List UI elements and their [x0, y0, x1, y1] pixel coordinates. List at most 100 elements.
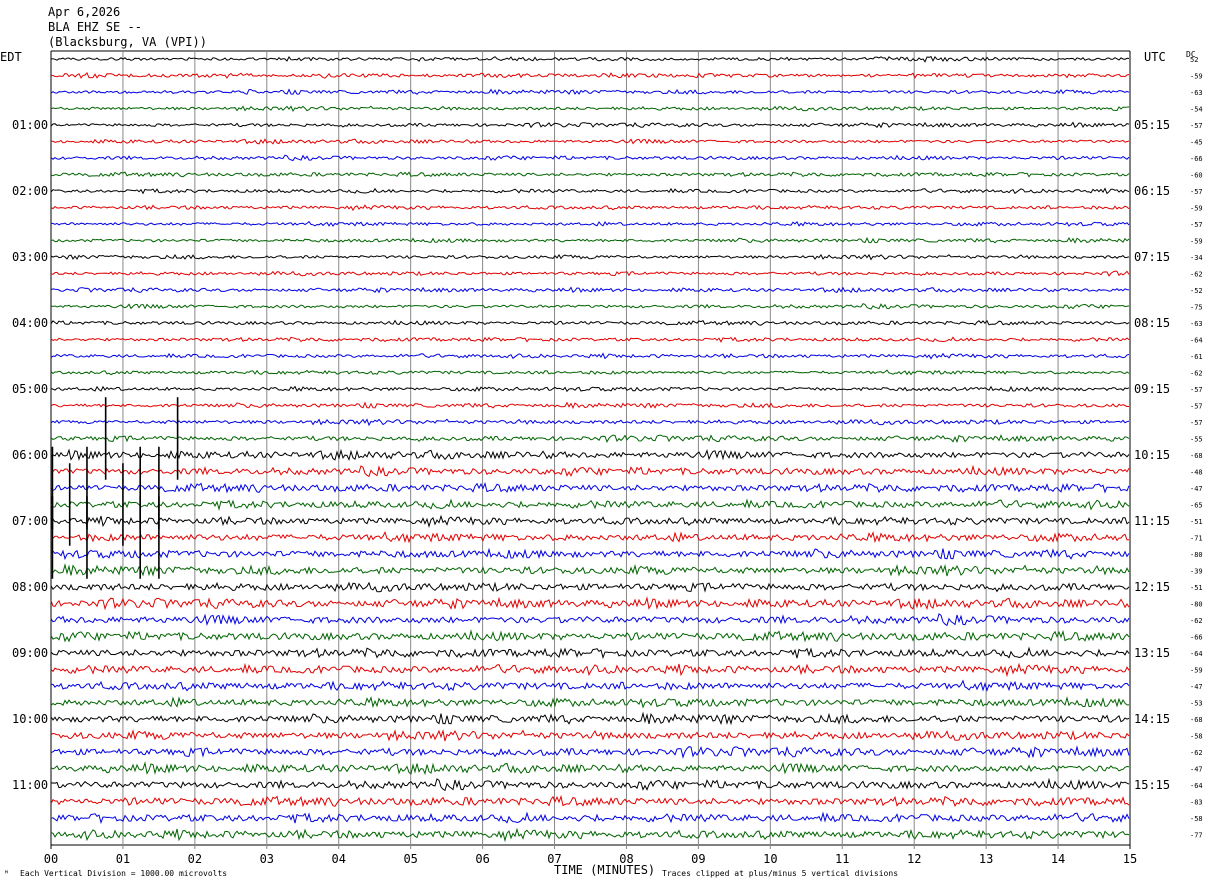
trace-line	[50, 401, 1129, 410]
x-tick-label: 13	[979, 852, 993, 866]
trace-line	[50, 777, 1130, 792]
dc-offset-label: -68	[1190, 452, 1203, 460]
trace-line	[50, 629, 1130, 643]
trace-line	[50, 253, 1130, 261]
dc-offset-label: -59	[1190, 667, 1203, 675]
dc-offset-label: -62	[1190, 749, 1203, 757]
trace-line	[50, 711, 1130, 726]
microphone-icon: ᴹ	[4, 869, 9, 878]
x-tick-label: 11	[835, 852, 849, 866]
dc-offset-label: -34	[1190, 254, 1203, 262]
trace-line	[50, 369, 1130, 376]
utc-hour-label: 06:15	[1134, 184, 1170, 198]
trace-line	[50, 303, 1130, 310]
x-tick-label: 14	[1051, 852, 1065, 866]
dc-offset-label: -54	[1190, 106, 1203, 114]
dc-offset-label: -63	[1190, 320, 1203, 328]
dc-offset-label: -51	[1190, 518, 1203, 526]
x-tick-label: 07	[547, 852, 561, 866]
dc-offset-label: -60	[1190, 172, 1203, 180]
trace-line	[50, 662, 1130, 678]
trace-line	[50, 745, 1130, 759]
trace-line	[50, 204, 1130, 212]
x-tick-label: 09	[691, 852, 705, 866]
dc-offset-label: -64	[1190, 782, 1203, 790]
utc-hour-label: 15:15	[1134, 778, 1170, 792]
trace-line	[50, 171, 1130, 178]
trace-line	[50, 286, 1130, 294]
dc-offset-label: 52	[1190, 56, 1198, 64]
trace-line	[50, 55, 1130, 63]
trace-line	[50, 696, 1129, 709]
dc-offset-label: -61	[1190, 353, 1203, 361]
seismic-traces	[50, 55, 1130, 843]
utc-hour-label: 13:15	[1134, 646, 1170, 660]
trace-line	[50, 319, 1130, 326]
trace-line	[50, 352, 1130, 360]
x-tick-label: 08	[619, 852, 633, 866]
trace-line	[50, 88, 1130, 96]
dc-offset-label: -59	[1190, 238, 1203, 246]
dc-offset-label: -47	[1190, 766, 1203, 774]
utc-hour-label: 10:15	[1134, 448, 1170, 462]
trace-line	[50, 336, 1130, 343]
dc-offset-label: -62	[1190, 617, 1203, 625]
dc-offset-label: -52	[1190, 287, 1203, 295]
dc-offset-label: -57	[1190, 419, 1203, 427]
utc-hour-label: 11:15	[1134, 514, 1170, 528]
footer-clip-note: Traces clipped at plus/minus 5 vertical …	[662, 869, 898, 878]
dc-offset-label: -48	[1190, 469, 1203, 477]
trace-line	[50, 105, 1130, 113]
dc-offset-label: -39	[1190, 568, 1203, 576]
edt-hour-label: 03:00	[12, 250, 48, 264]
trace-line	[50, 385, 1130, 393]
dc-offset-label: -77	[1190, 832, 1203, 840]
trace-line	[50, 482, 1130, 494]
trace-line	[50, 138, 1130, 145]
trace-line	[50, 72, 1130, 79]
x-tick-label: 02	[188, 852, 202, 866]
x-tick-label: 04	[332, 852, 346, 866]
trace-line	[50, 270, 1130, 277]
trace-line	[50, 418, 1130, 427]
trace-line	[50, 811, 1130, 825]
dc-offset-label: -65	[1190, 502, 1203, 510]
dc-offset-label: -63	[1190, 89, 1203, 97]
trace-line	[50, 547, 1130, 561]
dc-offset-label: -62	[1190, 370, 1203, 378]
edt-hour-label: 01:00	[12, 118, 48, 132]
dc-offset-label: -83	[1190, 799, 1203, 807]
dc-offset-label: -51	[1190, 584, 1203, 592]
dc-offset-label: -53	[1190, 700, 1203, 708]
dc-offset-label: -66	[1190, 634, 1203, 642]
x-tick-label: 06	[475, 852, 489, 866]
dc-offset-label: -64	[1190, 337, 1203, 345]
trace-line	[50, 761, 1130, 776]
edt-hour-label: 10:00	[12, 712, 48, 726]
x-tick-label: 01	[116, 852, 130, 866]
x-tick-label: 15	[1123, 852, 1137, 866]
dc-offset-label: -59	[1190, 205, 1203, 213]
axis-labels: EDT UTC DC TIME (MINUTES) ᴹ Each Vertica…	[0, 50, 1203, 878]
trace-line	[50, 827, 1130, 843]
dc-offset-label: -57	[1190, 188, 1203, 196]
dc-offset-label: -64	[1190, 650, 1203, 658]
edt-hour-label: 04:00	[12, 316, 48, 330]
dc-offset-label: -55	[1190, 436, 1203, 444]
x-tick-label: 10	[763, 852, 777, 866]
utc-hour-label: 07:15	[1134, 250, 1170, 264]
trace-line	[50, 448, 1130, 462]
plot-date: Apr 6,2026	[48, 5, 121, 19]
utc-hour-label: 05:15	[1134, 118, 1170, 132]
edt-hour-label: 08:00	[12, 580, 48, 594]
edt-hour-label: 05:00	[12, 382, 48, 396]
station-code: BLA EHZ SE --	[48, 20, 142, 34]
utc-hour-label: 08:15	[1134, 316, 1170, 330]
utc-axis-label: UTC	[1144, 50, 1166, 64]
edt-hour-label: 02:00	[12, 184, 48, 198]
x-axis-title: TIME (MINUTES)	[554, 863, 655, 877]
dc-offset-label: -57	[1190, 221, 1203, 229]
trace-line	[50, 563, 1130, 577]
trace-line	[50, 187, 1130, 195]
